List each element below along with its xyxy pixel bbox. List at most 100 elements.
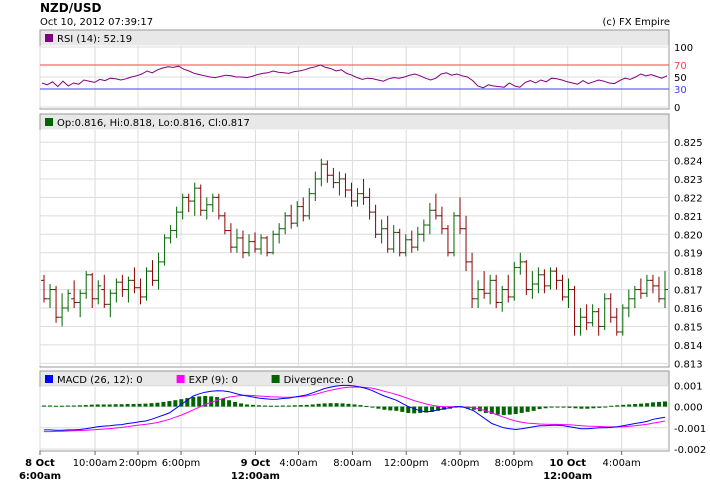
x-tick-label: 10:00am bbox=[73, 458, 118, 469]
ohlc-bar bbox=[559, 274, 566, 301]
rsi-legend: RSI (14): 52.19 bbox=[57, 34, 132, 45]
chart-timestamp: Oct 10, 2012 07:39:17 bbox=[40, 17, 153, 28]
divergence-bar bbox=[53, 405, 58, 407]
ohlc-bar bbox=[107, 289, 114, 318]
divergence-bar bbox=[298, 405, 303, 407]
divergence-bar bbox=[442, 406, 447, 410]
ohlc-bar bbox=[155, 252, 162, 290]
ohlc-bar bbox=[378, 219, 385, 244]
ohlc-bar bbox=[161, 234, 168, 266]
ohlc-bar bbox=[457, 197, 464, 235]
ohlc-bar bbox=[396, 228, 403, 257]
ohlc-bar bbox=[348, 182, 355, 207]
ohlc-bar bbox=[89, 272, 96, 308]
divergence-bar bbox=[507, 406, 512, 415]
ohlc-bar bbox=[47, 284, 54, 308]
ohlc-bar bbox=[481, 271, 488, 299]
ohlc-bar bbox=[137, 278, 144, 305]
ohlc-bar bbox=[547, 267, 554, 290]
x-tick-label: 9 Oct bbox=[241, 458, 271, 469]
divergence-bar bbox=[322, 403, 327, 407]
divergence-bar bbox=[65, 405, 70, 407]
divergence-bar bbox=[567, 406, 572, 408]
divergence-bar bbox=[161, 401, 166, 407]
divergence-bar bbox=[268, 405, 273, 407]
rsi-tick-label: 70 bbox=[674, 61, 687, 72]
divergence-bar bbox=[143, 403, 148, 407]
price-tick-labels: 0.813 0.814 0.815 0.816 0.817 0.818 0.819 0.820… bbox=[674, 138, 703, 370]
ohlc-bar bbox=[583, 304, 590, 331]
ohlc-bar bbox=[662, 271, 668, 308]
ohlc-bar bbox=[203, 197, 210, 220]
x-tick-label: 4:00am bbox=[602, 458, 640, 469]
x-tick-label: 8:00am bbox=[333, 458, 371, 469]
ohlc-bar bbox=[300, 197, 307, 222]
ohlc-bar bbox=[529, 271, 536, 299]
divergence-bar bbox=[621, 404, 626, 407]
ohlc-bar bbox=[607, 293, 614, 323]
rsi-panel-header bbox=[40, 30, 669, 46]
x-tick-label-date: 6:00am bbox=[19, 471, 61, 482]
macd-legend-label: MACD (26, 12): 0 bbox=[57, 375, 143, 386]
ohlc-bar bbox=[450, 212, 457, 257]
exp-line bbox=[44, 386, 666, 433]
divergence-bar bbox=[639, 403, 644, 407]
divergence-bar bbox=[573, 406, 578, 409]
ohlc-bar bbox=[83, 271, 90, 299]
ohlc-bar bbox=[65, 289, 72, 312]
ohlc-bar bbox=[589, 304, 596, 327]
divergence-bar bbox=[137, 403, 142, 407]
price-tick-label: 0.823 bbox=[674, 175, 703, 186]
divergence-bar bbox=[149, 403, 154, 407]
ohlc-bar bbox=[475, 280, 482, 308]
macd-legend-label: Divergence: 0 bbox=[284, 375, 354, 386]
ohlc-bar bbox=[227, 223, 234, 253]
macd-panel: MACD (26, 12): 0 EXP (9): 0 Divergence: 0 … bbox=[39, 370, 706, 456]
macd-tick-label: -0.002 bbox=[674, 445, 706, 456]
macd-tick-label: -0.001 bbox=[674, 424, 706, 435]
divergence-bar bbox=[89, 404, 94, 407]
ohlc-bar bbox=[215, 193, 222, 220]
ohlc-bar bbox=[167, 225, 174, 244]
x-tick-label: 2:00pm bbox=[119, 458, 158, 469]
divergence-bar bbox=[436, 406, 441, 411]
macd-legend: MACD (26, 12): 0 EXP (9): 0 Divergence: 0 bbox=[45, 375, 353, 386]
rsi-tick-label: 100 bbox=[674, 43, 693, 54]
ohlc-bar bbox=[637, 278, 644, 299]
divergence-bar bbox=[113, 404, 118, 407]
divergence-bar bbox=[424, 406, 429, 413]
ohlc-bar bbox=[95, 280, 102, 305]
divergence-bar bbox=[197, 396, 202, 407]
ohlc-bar bbox=[649, 274, 656, 294]
divergence-bar bbox=[167, 401, 172, 407]
ohlc-bar bbox=[577, 308, 584, 336]
ohlc-bar bbox=[252, 232, 259, 253]
price-tick-label: 0.825 bbox=[674, 138, 703, 149]
divergence-bar bbox=[179, 399, 184, 407]
divergence-bar bbox=[304, 404, 309, 407]
ohlc-bar bbox=[113, 278, 120, 303]
x-tick-label: 4:00pm bbox=[441, 458, 480, 469]
ohlc-bar bbox=[125, 276, 132, 303]
ohlc-bar bbox=[402, 234, 409, 257]
ohlc-bar bbox=[487, 274, 494, 305]
price-tick-label: 0.822 bbox=[674, 193, 703, 204]
divergence-bar bbox=[513, 406, 518, 414]
divergence-bar bbox=[334, 403, 339, 407]
ohlc-bar bbox=[276, 223, 283, 244]
price-tick-label: 0.814 bbox=[674, 341, 703, 352]
price-tick-label: 0.818 bbox=[674, 267, 703, 278]
divergence-bar bbox=[358, 405, 363, 407]
ohlc-bar bbox=[264, 236, 271, 257]
macd-tick-label: 0.001 bbox=[674, 381, 703, 392]
chart-symbol: NZD/USD bbox=[40, 1, 101, 15]
divergence-bar bbox=[364, 405, 369, 407]
price-bars bbox=[41, 158, 668, 336]
divergence-bar bbox=[107, 404, 112, 407]
divergence-bar bbox=[609, 405, 614, 407]
ohlc-bar bbox=[306, 188, 313, 220]
ohlc-bar bbox=[336, 171, 343, 196]
divergence-bar bbox=[418, 406, 423, 413]
